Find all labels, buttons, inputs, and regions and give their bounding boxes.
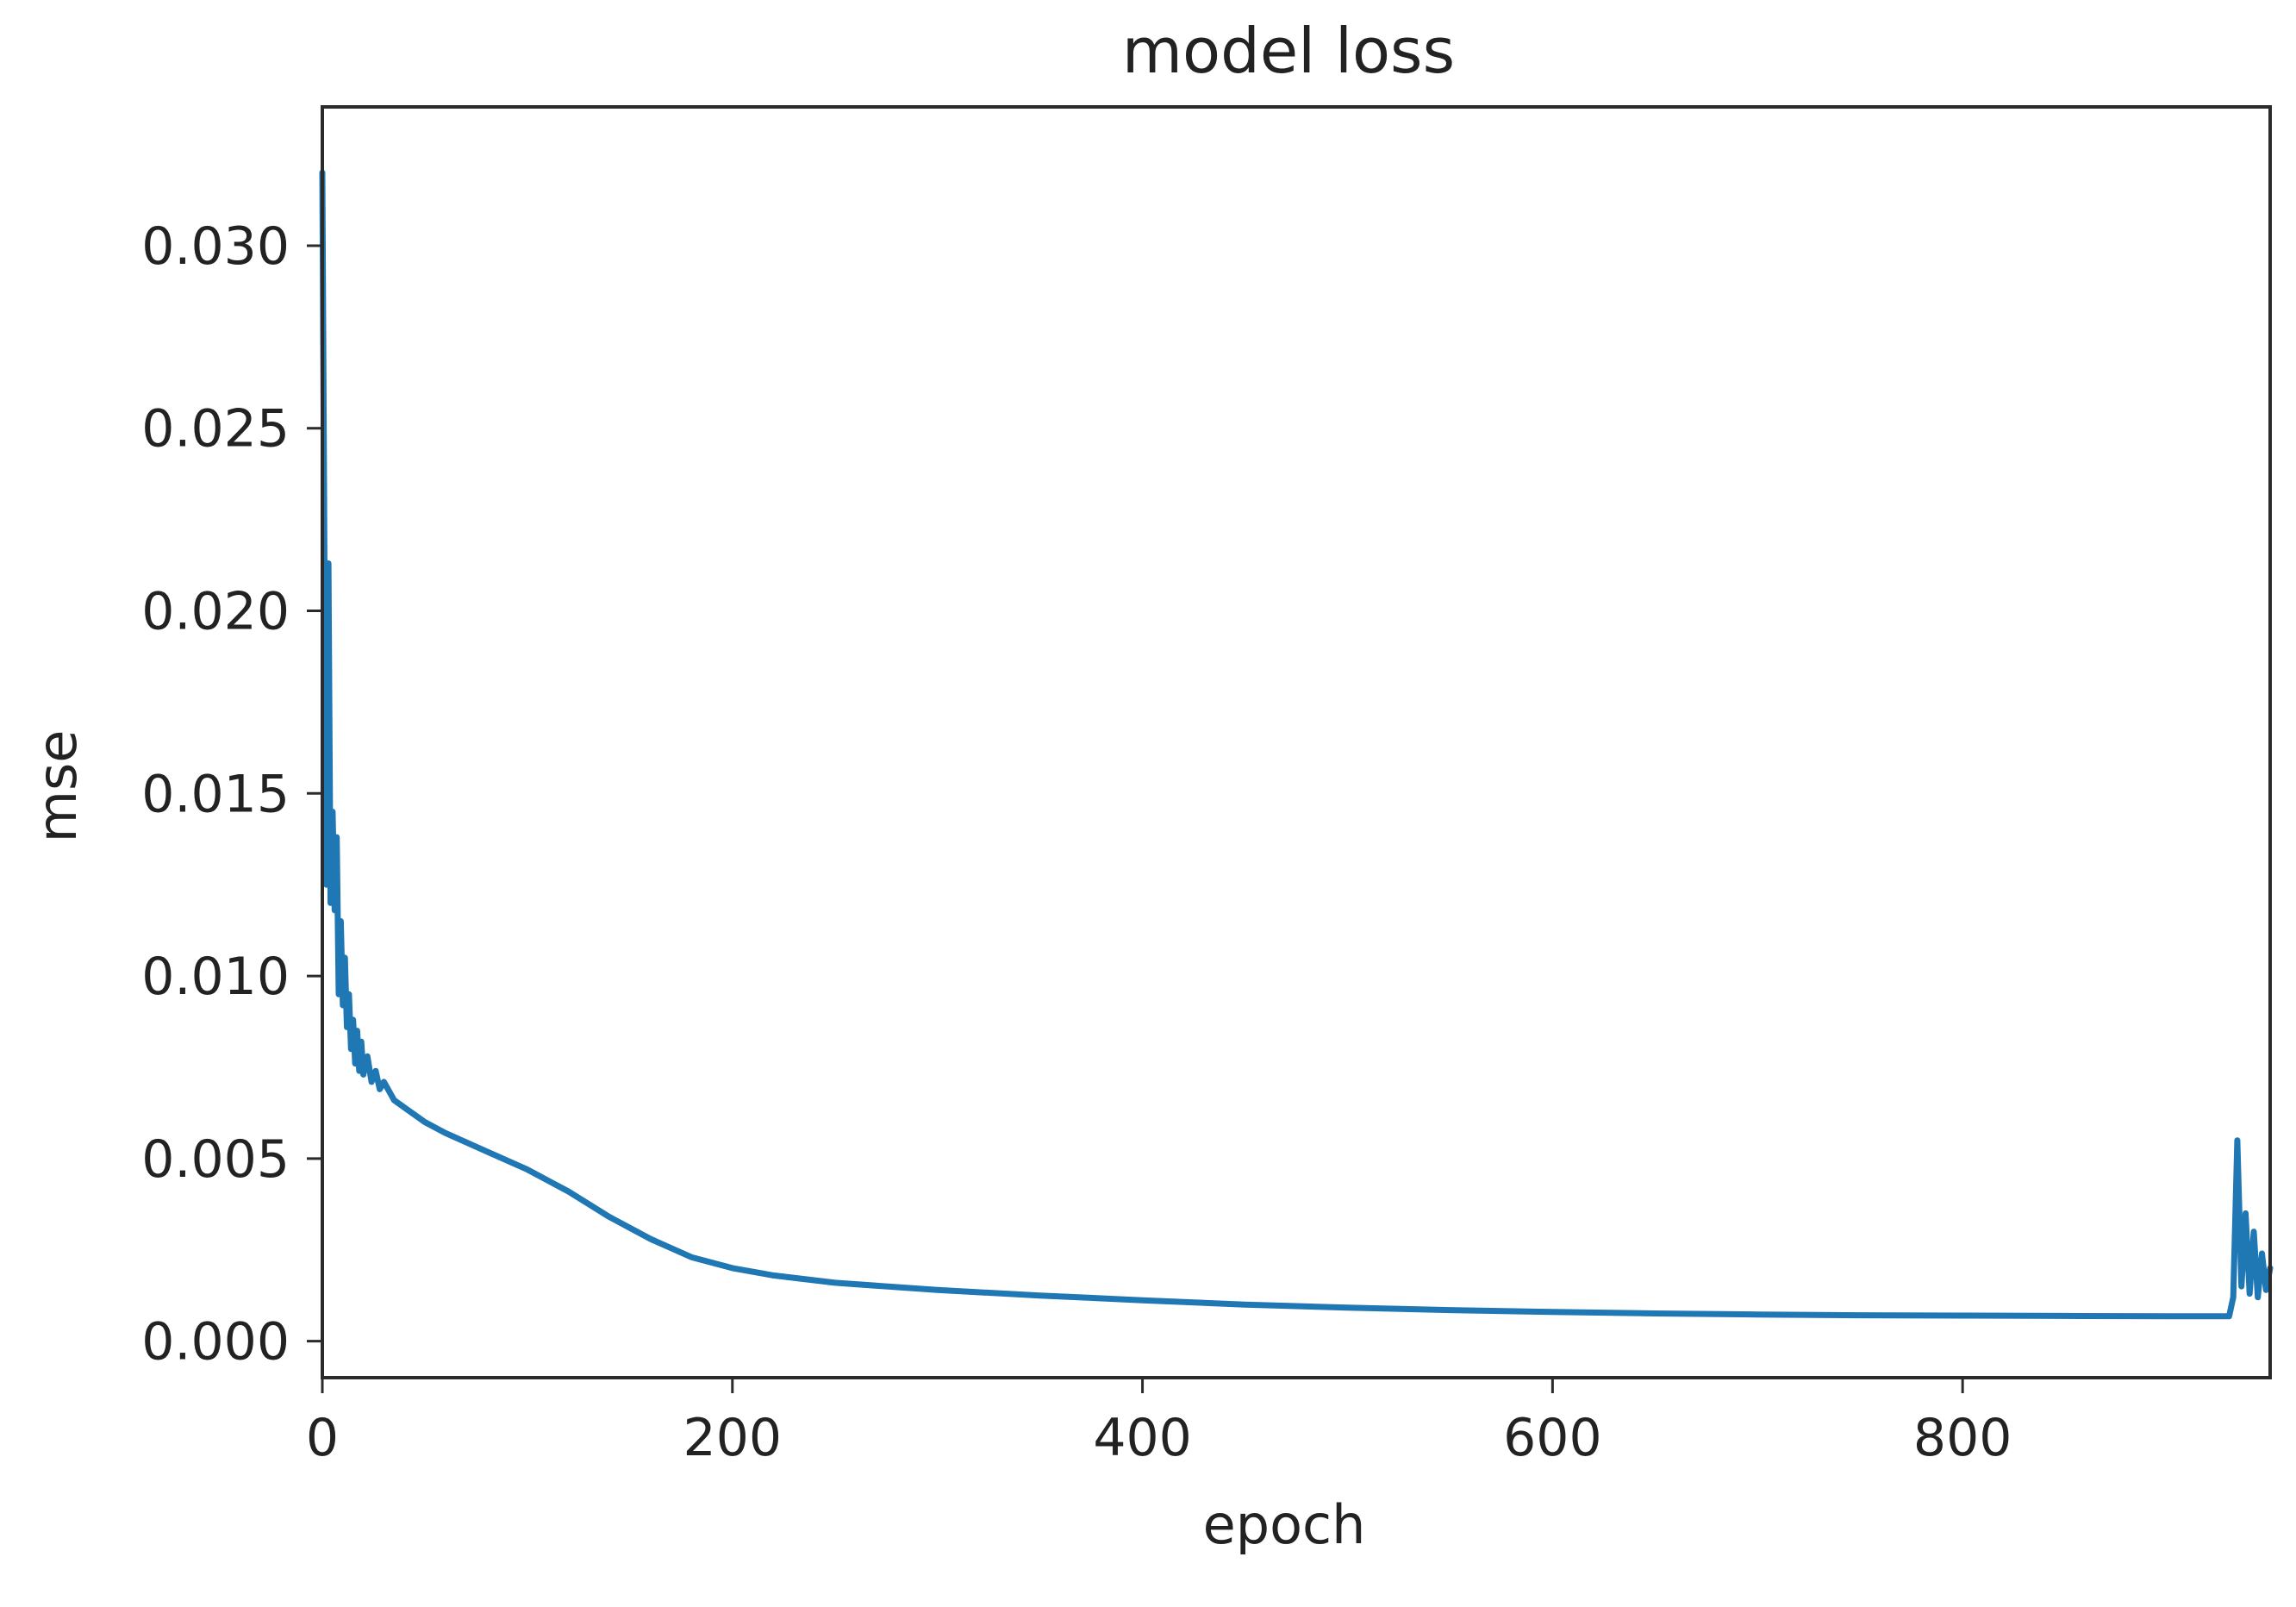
x-axis: 0 200 400 600 800 <box>306 1378 2012 1468</box>
y-tick-label: 0.025 <box>141 399 290 460</box>
y-tick-label: 0.000 <box>141 1312 290 1373</box>
loss-series-line <box>319 169 2274 1320</box>
y-tick-label: 0.015 <box>141 764 290 824</box>
y-tick-label: 0.005 <box>141 1129 290 1190</box>
y-tick-label: 0.030 <box>141 216 290 277</box>
y-axis: 0.000 0.005 0.010 0.015 0.020 0.025 0.030 <box>141 216 322 1373</box>
chart-title: model loss <box>1122 15 1455 87</box>
plot-frame <box>321 105 2272 1379</box>
y-tick-label: 0.020 <box>141 582 290 642</box>
x-tick-label: 600 <box>1503 1408 1602 1468</box>
x-tick-label: 400 <box>1093 1408 1192 1468</box>
x-tick-label: 800 <box>1913 1408 2012 1468</box>
x-tick-label: 0 <box>306 1408 339 1468</box>
x-tick-label: 200 <box>683 1408 783 1468</box>
y-axis-label: mse <box>26 730 89 843</box>
x-axis-label: epoch <box>1203 1493 1366 1556</box>
plot-area <box>319 169 2274 1320</box>
y-tick-label: 0.010 <box>141 947 290 1007</box>
